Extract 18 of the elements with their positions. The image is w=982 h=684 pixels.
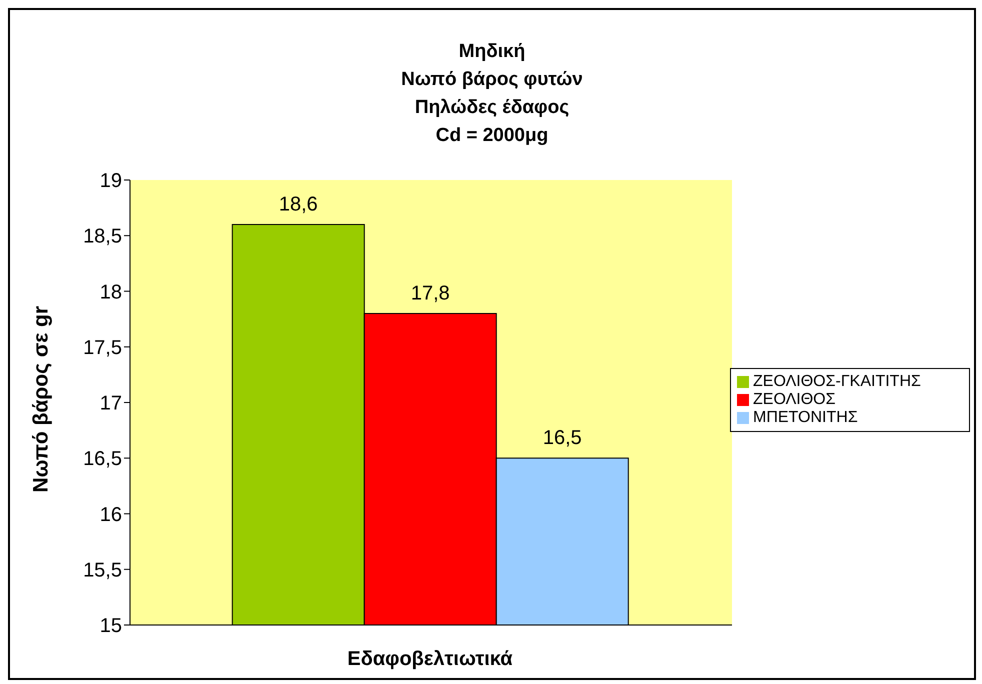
legend-label: ΖΕΟΛΙΘΟΣ <box>753 391 836 408</box>
y-tick-label: 17 <box>100 392 122 415</box>
y-tick-label: 19 <box>100 170 122 192</box>
y-tick-label: 18 <box>100 281 122 304</box>
y-tick-label: 18,5 <box>83 226 122 248</box>
y-tick-label: 16,5 <box>83 448 122 470</box>
y-tick-label: 15 <box>100 615 122 638</box>
x-axis-title: Εδαφοβελτιωτικά <box>346 648 514 671</box>
chart-title: Μηδική Νωπό βάρος φυτών Πηλώδες έδαφος Cd = 2000μg <box>400 40 584 148</box>
y-tick-label: 16 <box>100 504 122 526</box>
y-axis-title: Νωπό βάρος σε gr <box>29 306 52 492</box>
data-label: 18,6 <box>278 194 318 216</box>
data-label: 16,5 <box>542 427 582 450</box>
legend-label: ΖΕΟΛΙΘΟΣ-ΓΚΑΙΤΙΤΗΣ <box>753 373 921 390</box>
legend-label: ΜΠΕΤΟΝΙΤΗΣ <box>753 409 858 426</box>
y-tick-label: 15,5 <box>83 559 122 582</box>
data-label: 17,8 <box>410 282 450 304</box>
y-tick-label: 17,5 <box>83 336 122 359</box>
